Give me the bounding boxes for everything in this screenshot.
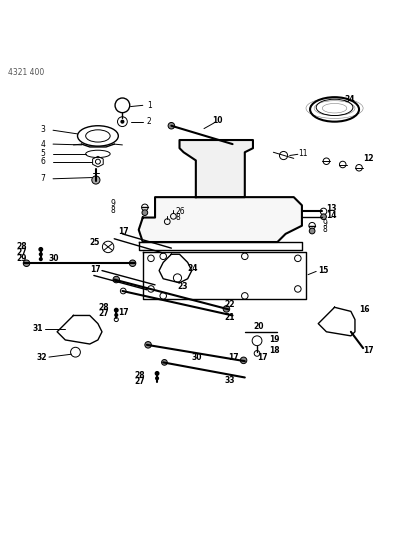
Text: 5: 5 [41, 149, 46, 158]
Text: 8: 8 [175, 213, 180, 222]
Text: 34: 34 [345, 95, 355, 104]
Text: 27: 27 [98, 309, 109, 318]
Circle shape [38, 247, 43, 252]
Circle shape [142, 210, 148, 215]
Text: 17: 17 [228, 352, 239, 361]
Text: 28: 28 [98, 303, 109, 312]
Text: 1: 1 [147, 101, 152, 110]
Circle shape [120, 119, 124, 124]
Text: 27: 27 [134, 377, 145, 386]
Text: 4: 4 [41, 140, 46, 149]
Text: 3: 3 [41, 125, 46, 134]
Circle shape [23, 260, 30, 266]
Text: 10: 10 [212, 116, 223, 125]
Circle shape [92, 176, 100, 184]
Text: 28: 28 [16, 241, 27, 251]
Circle shape [39, 257, 43, 261]
Text: 11: 11 [298, 149, 307, 158]
Text: 9: 9 [110, 199, 115, 208]
Text: 21: 21 [224, 312, 235, 321]
Text: 16: 16 [359, 305, 370, 314]
Text: 17: 17 [257, 352, 268, 361]
Text: 25: 25 [90, 238, 100, 247]
Circle shape [39, 252, 43, 256]
Circle shape [240, 357, 247, 364]
Polygon shape [180, 140, 253, 197]
Text: 17: 17 [118, 227, 129, 236]
Text: 12: 12 [363, 154, 374, 163]
Text: 17: 17 [118, 308, 129, 317]
Text: 19: 19 [269, 335, 280, 344]
Circle shape [309, 228, 315, 234]
Text: 23: 23 [177, 281, 188, 290]
Circle shape [155, 371, 160, 376]
Text: 27: 27 [16, 248, 27, 257]
Text: 14: 14 [326, 211, 337, 220]
Text: 2: 2 [147, 117, 152, 126]
Circle shape [168, 123, 175, 129]
Text: 30: 30 [192, 352, 202, 361]
Text: 30: 30 [49, 254, 60, 263]
Circle shape [223, 305, 230, 312]
Text: 17: 17 [363, 345, 374, 354]
Text: 26: 26 [175, 207, 185, 216]
Text: 8: 8 [322, 225, 327, 235]
Text: 29: 29 [16, 254, 27, 263]
Text: 24: 24 [188, 264, 198, 273]
Text: 13: 13 [326, 204, 337, 213]
Text: 9: 9 [322, 219, 327, 228]
Circle shape [162, 360, 167, 365]
Text: 17: 17 [90, 265, 100, 274]
Text: 4321 400: 4321 400 [8, 68, 44, 77]
Text: 22: 22 [224, 300, 235, 309]
Circle shape [114, 308, 119, 312]
Text: 7: 7 [41, 174, 46, 183]
Text: 32: 32 [37, 352, 47, 361]
Text: 20: 20 [253, 322, 264, 332]
Circle shape [113, 276, 120, 283]
Circle shape [155, 376, 159, 381]
Circle shape [145, 342, 151, 348]
Text: 6: 6 [41, 157, 46, 166]
Text: 15: 15 [318, 266, 328, 275]
Text: 28: 28 [134, 372, 145, 381]
Text: 31: 31 [33, 324, 43, 333]
Polygon shape [139, 197, 302, 242]
Circle shape [321, 214, 326, 220]
Text: 18: 18 [269, 345, 280, 354]
Text: 33: 33 [224, 376, 235, 385]
Text: 8: 8 [110, 206, 115, 215]
Circle shape [129, 260, 136, 266]
Circle shape [114, 313, 118, 317]
